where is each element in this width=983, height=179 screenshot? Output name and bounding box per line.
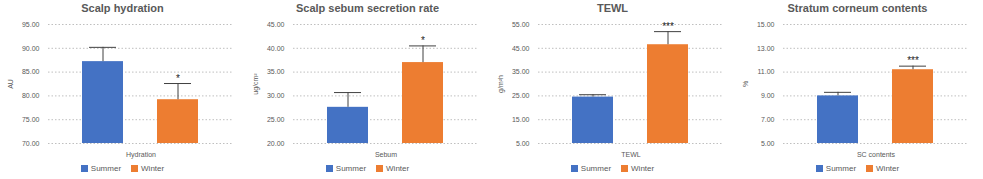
html-text:Summer: Summer bbox=[90, 164, 121, 173]
html-text:TEWL: TEWL bbox=[596, 2, 629, 14]
html-text:Winter: Winter bbox=[876, 164, 900, 173]
svg-text:55.00: 55.00 bbox=[512, 21, 530, 28]
html-text:Stratum corneum contents: Stratum corneum contents bbox=[787, 2, 928, 14]
html-text:Scalp hydration: Scalp hydration bbox=[81, 2, 164, 14]
svg-text:45.00: 45.00 bbox=[512, 45, 530, 52]
html-text:Summer: Summer bbox=[825, 164, 856, 173]
svg-text:SC contents: SC contents bbox=[857, 151, 896, 158]
svg-text:25.00: 25.00 bbox=[512, 92, 530, 99]
svg-text:95.00: 95.00 bbox=[22, 21, 40, 28]
svg-text:Hydration: Hydration bbox=[126, 151, 156, 159]
svg-text:g/m²h: g/m²h bbox=[497, 75, 505, 93]
svg-text:70.00: 70.00 bbox=[22, 140, 40, 147]
html-text:Summer: Summer bbox=[580, 164, 611, 173]
svg-text:25.00: 25.00 bbox=[267, 116, 285, 123]
html-text:Scalp sebum secretion rate: Scalp sebum secretion rate bbox=[296, 2, 439, 14]
svg-text:AU: AU bbox=[7, 79, 14, 89]
svg-text:7.00: 7.00 bbox=[761, 116, 775, 123]
svg-text:ug/cm²: ug/cm² bbox=[252, 73, 260, 95]
svg-text:35.00: 35.00 bbox=[267, 68, 285, 75]
html-text:Winter: Winter bbox=[141, 164, 165, 173]
svg-text:***: *** bbox=[907, 55, 919, 66]
html-text:Summer: Summer bbox=[335, 164, 366, 173]
svg-text:15.00: 15.00 bbox=[512, 116, 530, 123]
svg-text:40.00: 40.00 bbox=[267, 45, 285, 52]
svg-text:*: * bbox=[421, 35, 425, 46]
html-text:Winter: Winter bbox=[631, 164, 655, 173]
svg-text:5.00: 5.00 bbox=[516, 140, 530, 147]
svg-text:85.00: 85.00 bbox=[22, 68, 40, 75]
svg-text:*: * bbox=[176, 73, 180, 84]
svg-text:90.00: 90.00 bbox=[22, 45, 40, 52]
html-text:Winter: Winter bbox=[386, 164, 410, 173]
svg-text:5.00: 5.00 bbox=[761, 140, 775, 147]
svg-text:15.00: 15.00 bbox=[757, 21, 775, 28]
svg-text:11.00: 11.00 bbox=[758, 68, 775, 75]
svg-text:80.00: 80.00 bbox=[22, 92, 40, 99]
svg-text:35.00: 35.00 bbox=[512, 68, 530, 75]
svg-text:45.00: 45.00 bbox=[267, 21, 285, 28]
svg-text:TEWL: TEWL bbox=[621, 151, 641, 158]
svg-text:20.00: 20.00 bbox=[267, 140, 285, 147]
svg-text:***: *** bbox=[662, 21, 674, 32]
svg-text:13.00: 13.00 bbox=[757, 45, 775, 52]
svg-text:30.00: 30.00 bbox=[267, 92, 285, 99]
svg-text:75.00: 75.00 bbox=[22, 116, 40, 123]
svg-text:9.00: 9.00 bbox=[761, 92, 775, 99]
svg-text:Sebum: Sebum bbox=[375, 151, 397, 158]
svg-text:%: % bbox=[742, 81, 749, 87]
